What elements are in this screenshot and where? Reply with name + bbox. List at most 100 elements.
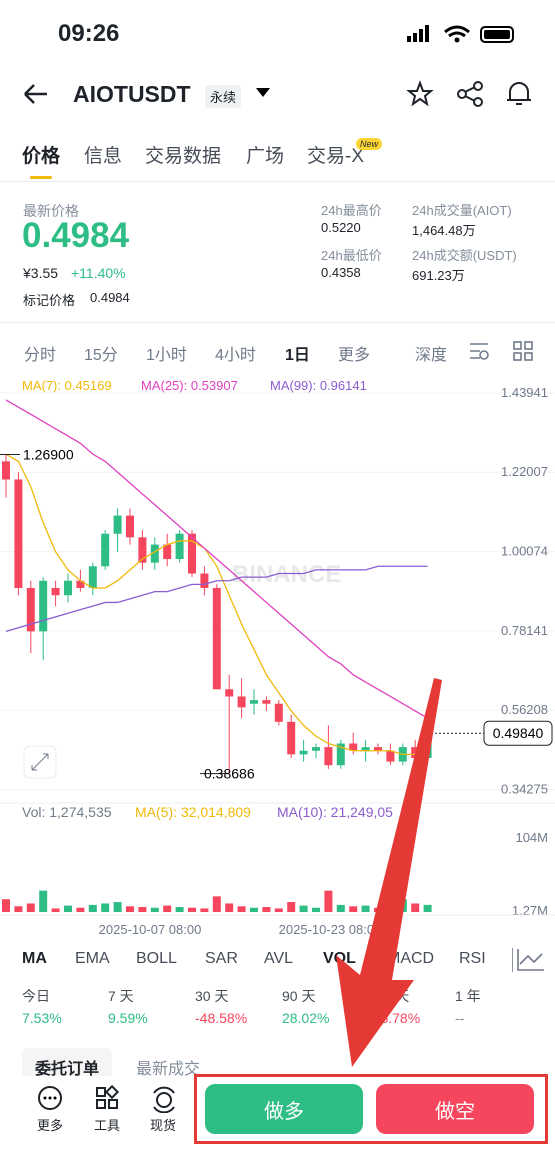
last-price: 0.4984 [22,216,130,255]
volume-bar [113,902,122,912]
candle-body [126,515,134,538]
indicator[interactable]: AVL [264,950,294,967]
volume-bar [349,906,358,912]
candle-body [250,700,258,704]
low: 0.4358 [321,265,361,280]
highlight-box [194,1074,548,1144]
ma-legend: MA(25): 0.53907 [141,378,238,393]
volume-bar [138,907,147,912]
candle-body [225,689,234,697]
indicator[interactable]: RSI [459,950,486,967]
candle-body [39,580,48,632]
candle-body [237,696,246,708]
volume-bar [411,903,420,912]
y-tick-label: 1.00074 [501,544,548,559]
bottom-icons[interactable] [36,1085,186,1113]
chart-tools[interactable] [468,340,543,362]
volume-bar [287,902,296,912]
indicator[interactable]: SAR [205,950,238,967]
tools-button[interactable]: 工具 [94,1118,121,1133]
candle-body [163,544,172,560]
tab[interactable]: 价格 [22,146,61,167]
candle-body [386,750,395,762]
more-button[interactable]: 更多 [37,1118,64,1133]
vol-tick-label: 1.27M [512,903,548,918]
vol: 1,464.48万 [412,223,476,238]
volume-bar [26,903,35,912]
indicator[interactable]: MACD [387,950,435,967]
spot-button[interactable]: 现货 [150,1118,177,1133]
volume-bar [250,907,258,912]
indicator[interactable]: BOLL [136,950,177,967]
interval[interactable]: 15分 [84,347,118,364]
candle-body [262,700,271,704]
tab[interactable]: 广场 [246,146,285,167]
interval[interactable]: 1日 [285,347,310,364]
candle-body [88,566,97,588]
volume-bar [423,904,432,912]
dropdown[interactable] [256,88,270,98]
interval[interactable]: 分时 [24,347,57,364]
ma-line [5,453,428,756]
candle-body [188,533,196,574]
symbol[interactable]: AIOTUSDT [73,81,191,107]
volume-bar [14,906,23,912]
indicator[interactable]: EMA [75,950,110,967]
order-tab-bg [22,1048,112,1080]
volume-bar [312,907,320,912]
volume-bar [175,907,184,912]
tab[interactable]: 交易-X [307,146,365,167]
contract-badge: 永续 [205,85,242,108]
candle-body [175,533,184,560]
short-button[interactable]: 做空 [376,1084,534,1134]
perf-period: 1 年 [455,988,481,1004]
candle-body [374,747,382,751]
order-tab[interactable]: 最新成交 [136,1061,201,1078]
candle-body [349,743,358,751]
perf-period: 90 天 [282,988,316,1004]
low-marker: 0.38686 [204,766,255,782]
last-price-label: 最新价格 [23,203,79,219]
perf-period: 7 天 [108,988,134,1004]
header-icons[interactable] [406,80,536,108]
volume-bar [262,907,271,912]
expand-button[interactable] [23,745,57,779]
volume-bar [336,904,345,912]
y-tick-label: 0.78141 [501,623,548,638]
y-tick-label: 0.56208 [501,702,548,717]
tab[interactable]: 交易数据 [145,146,222,167]
tab[interactable]: 信息 [84,146,123,167]
interval[interactable]: 深度 [415,347,448,364]
order-tab[interactable]: 委托订单 [35,1061,100,1078]
candle-body [101,533,110,567]
indicator[interactable]: MA [22,950,47,967]
interval[interactable]: 1小时 [146,347,187,364]
volume-bar [237,906,246,912]
vol-legend: MA(10): 21,249,05 [277,804,393,820]
tab-indicator [30,176,52,179]
perf-value: 28.02% [282,1010,330,1026]
ma-legend: MA(7): 0.45169 [22,378,112,393]
indicator-settings[interactable] [512,946,546,974]
x-tick-label: 2025-10-23 08:00 [279,922,382,937]
candle-body [138,537,147,563]
ma-line [5,399,428,719]
mark-label: 标记价格 [23,293,76,308]
volume-bar [274,908,283,912]
y-tick-label: 1.22007 [501,464,548,479]
candle-body [312,747,320,751]
interval[interactable]: 更多 [338,347,371,364]
status-time: 09:26 [58,20,120,47]
candle-body [76,580,85,588]
perf-period: 30 天 [195,988,229,1004]
interval[interactable]: 4小时 [215,347,256,364]
candle-body [361,747,370,751]
volume-bar [76,907,85,912]
long-button[interactable]: 做多 [205,1084,363,1134]
back-button[interactable] [22,82,50,106]
candle-body [287,721,296,755]
perf-value: -48.58% [195,1010,248,1026]
volume-bar [324,890,333,912]
